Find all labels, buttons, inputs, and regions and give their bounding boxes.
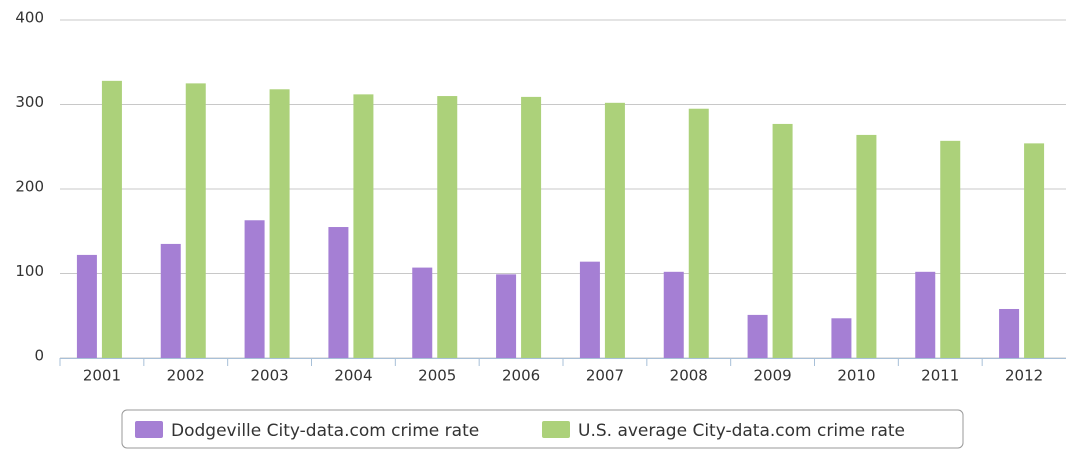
x-tick-label: 2006: [502, 367, 540, 385]
bar: [688, 108, 709, 358]
y-tick-label: 100: [15, 262, 44, 280]
bar: [1024, 143, 1045, 358]
bar: [437, 96, 458, 359]
bar: [604, 102, 625, 358]
x-tick-label: 2010: [837, 367, 875, 385]
x-tick-label: 2005: [418, 367, 456, 385]
bar: [244, 220, 265, 358]
legend-label: U.S. average City-data.com crime rate: [578, 421, 905, 441]
x-tick-label: 2012: [1005, 367, 1043, 385]
x-tick-label: 2008: [670, 367, 708, 385]
bar: [747, 314, 768, 358]
x-tick-label: 2004: [334, 367, 372, 385]
bar: [496, 274, 517, 358]
y-tick-label: 300: [15, 93, 44, 111]
bar: [412, 267, 433, 358]
legend-swatch: [135, 421, 163, 438]
bar: [940, 140, 961, 358]
bar: [76, 254, 97, 358]
x-tick-label: 2002: [167, 367, 205, 385]
bar: [269, 89, 290, 358]
legend-swatch: [542, 421, 570, 438]
x-tick-label: 2009: [753, 367, 791, 385]
bar: [101, 80, 122, 358]
x-tick-label: 2003: [250, 367, 288, 385]
legend-label: Dodgeville City-data.com crime rate: [171, 421, 479, 441]
bar: [328, 227, 349, 358]
bar: [999, 308, 1020, 358]
bar: [521, 96, 542, 359]
x-tick-label: 2001: [83, 367, 121, 385]
bar: [185, 83, 206, 358]
bar: [915, 271, 936, 358]
bar: [579, 261, 600, 358]
bar: [856, 134, 877, 358]
bar: [160, 243, 181, 358]
y-tick-label: 400: [15, 9, 44, 27]
bar: [831, 318, 852, 358]
bar: [353, 94, 374, 359]
y-tick-label: 200: [15, 178, 44, 196]
x-tick-label: 2007: [586, 367, 624, 385]
x-tick-label: 2011: [921, 367, 959, 385]
bar: [772, 123, 793, 358]
y-tick-label: 0: [34, 347, 44, 365]
bar: [663, 271, 684, 358]
